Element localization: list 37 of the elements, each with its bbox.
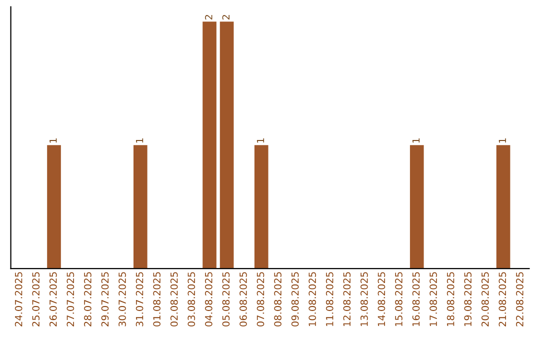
x-tick-label: 04.08.2025 (204, 272, 212, 326)
x-tick-label: 15.08.2025 (395, 272, 402, 326)
x-tick-label: 24.07.2025 (14, 272, 22, 326)
x-tick-label: 05.08.2025 (222, 272, 230, 326)
x-tick-label: 07.08.2025 (256, 272, 264, 326)
x-tick-label: 13.08.2025 (360, 272, 368, 326)
x-tick-label: 22.08.2025 (516, 272, 524, 326)
x-tick-label: 06.08.2025 (240, 272, 247, 326)
data-label: 1 (136, 138, 144, 143)
data-label: 1 (412, 138, 420, 143)
x-tick-label: 30.07.2025 (118, 272, 126, 326)
x-tick-label: 28.07.2025 (84, 272, 92, 326)
x-tick-label: 27.07.2025 (66, 272, 74, 326)
x-tick-label: 02.08.2025 (170, 272, 178, 326)
x-tick-label: 12.08.2025 (343, 272, 351, 326)
x-tick-label: 29.07.2025 (101, 272, 109, 326)
data-label: 1 (256, 138, 264, 143)
x-tick-label: 25.07.2025 (32, 272, 40, 326)
x-tick-label: 21.08.2025 (498, 272, 506, 326)
data-label: 1 (50, 138, 57, 143)
x-tick-label: 26.07.2025 (49, 272, 57, 326)
x-tick-label: 11.08.2025 (326, 272, 334, 326)
x-tick-label: 10.08.2025 (308, 272, 316, 326)
data-label: 1 (498, 138, 506, 143)
x-tick-label: 18.08.2025 (446, 272, 454, 326)
x-tick-label: 31.07.2025 (136, 272, 144, 326)
data-label: 2 (222, 15, 230, 20)
x-tick-label: 19.08.2025 (464, 272, 472, 326)
x-tick-label: 17.08.2025 (430, 272, 437, 326)
x-tick-label: 01.08.2025 (153, 272, 160, 326)
x-tick-label: 08.08.2025 (274, 272, 282, 326)
data-label: 2 (204, 15, 212, 20)
x-tick-label: 09.08.2025 (291, 272, 299, 326)
x-tick-label: 16.08.2025 (412, 272, 420, 326)
x-tick-label: 20.08.2025 (481, 272, 489, 326)
x-tick-label: 03.08.2025 (188, 272, 196, 326)
x-tick-label: 14.08.2025 (378, 272, 386, 326)
